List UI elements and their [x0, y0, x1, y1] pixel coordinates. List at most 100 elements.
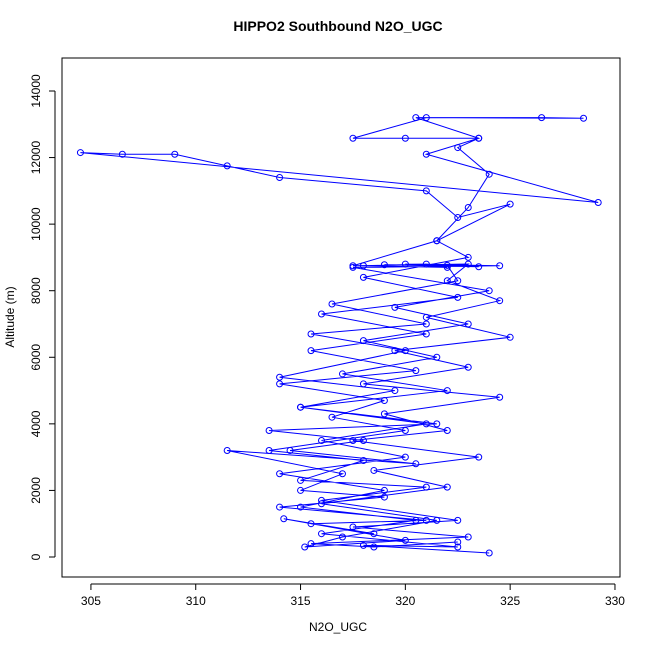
x-tick-label: 305 — [81, 594, 101, 608]
data-point — [297, 503, 305, 511]
data-point — [475, 134, 483, 142]
data-point — [318, 436, 326, 444]
data-point — [412, 114, 420, 122]
chart-title: HIPPO2 Southbound N2O_UGC — [233, 18, 442, 34]
data-point — [433, 353, 441, 361]
data-point — [412, 367, 420, 375]
data-point — [454, 543, 462, 551]
data-point — [475, 453, 483, 461]
data-point — [307, 330, 315, 338]
data-point — [454, 538, 462, 546]
data-point — [265, 427, 273, 435]
data-point — [276, 380, 284, 388]
data-point — [433, 420, 441, 428]
data-point — [380, 397, 388, 405]
data-point — [443, 483, 451, 491]
data-point — [359, 337, 367, 345]
data-point — [391, 347, 399, 355]
y-tick-label: 4000 — [29, 410, 43, 437]
data-point — [380, 261, 388, 269]
data-point — [443, 387, 451, 395]
data-point — [359, 456, 367, 464]
data-point — [485, 170, 493, 178]
data-point — [496, 262, 504, 270]
data-point — [422, 150, 430, 158]
data-point — [223, 162, 231, 170]
x-tick-label: 320 — [395, 594, 415, 608]
data-point — [338, 370, 346, 378]
data-point — [422, 516, 430, 524]
data-point — [454, 293, 462, 301]
data-point — [359, 273, 367, 281]
data-point — [580, 114, 588, 122]
data-point — [412, 460, 420, 468]
data-point — [276, 174, 284, 182]
data-point — [328, 300, 336, 308]
data-point — [276, 470, 284, 478]
data-point — [349, 134, 357, 142]
data-point — [401, 260, 409, 268]
data-point — [464, 363, 472, 371]
data-point — [401, 347, 409, 355]
plot-frame — [61, 57, 621, 578]
data-point — [422, 187, 430, 195]
data-point — [422, 483, 430, 491]
data-point — [349, 523, 357, 531]
data-point — [318, 496, 326, 504]
data-point — [594, 198, 602, 206]
y-tick-label: 8000 — [29, 277, 43, 304]
data-point — [443, 263, 451, 271]
y-tick-label: 10000 — [29, 207, 43, 241]
data-point — [454, 144, 462, 152]
data-point — [464, 260, 472, 268]
data-point — [307, 540, 315, 548]
data-point — [496, 297, 504, 305]
data-point — [485, 287, 493, 295]
data-point — [349, 436, 357, 444]
data-point — [338, 470, 346, 478]
data-point — [443, 427, 451, 435]
data-point — [349, 262, 357, 270]
x-tick-label: 330 — [605, 594, 625, 608]
data-point — [359, 262, 367, 270]
data-point — [297, 403, 305, 411]
data-point — [318, 310, 326, 318]
data-point — [338, 533, 346, 541]
data-point — [276, 503, 284, 511]
data-point — [412, 516, 420, 524]
data-point — [401, 453, 409, 461]
data-point — [401, 427, 409, 435]
x-tick-label: 310 — [186, 594, 206, 608]
data-point — [297, 476, 305, 484]
data-point — [391, 387, 399, 395]
data-point — [401, 536, 409, 544]
y-tick-label: 2000 — [29, 477, 43, 504]
data-point — [422, 320, 430, 328]
x-axis-label: N2O_UGC — [309, 620, 367, 634]
data-point — [454, 277, 462, 285]
data-point — [380, 410, 388, 418]
data-point — [265, 446, 273, 454]
data-point — [538, 114, 546, 122]
data-point — [475, 263, 483, 271]
x-tick-label: 325 — [500, 594, 520, 608]
data-point — [391, 303, 399, 311]
data-point — [422, 330, 430, 338]
data-point — [370, 466, 378, 474]
data-point — [359, 541, 367, 549]
data-point — [171, 150, 179, 158]
data-point — [506, 200, 514, 208]
data-point — [485, 549, 493, 557]
data-point — [422, 420, 430, 428]
data-point — [433, 516, 441, 524]
data-point — [318, 530, 326, 538]
data-point — [443, 277, 451, 285]
data-point — [280, 515, 288, 523]
y-tick-label: 0 — [29, 553, 43, 560]
data-point — [464, 203, 472, 211]
data-point — [422, 313, 430, 321]
data-point — [359, 380, 367, 388]
data-point — [76, 149, 84, 157]
